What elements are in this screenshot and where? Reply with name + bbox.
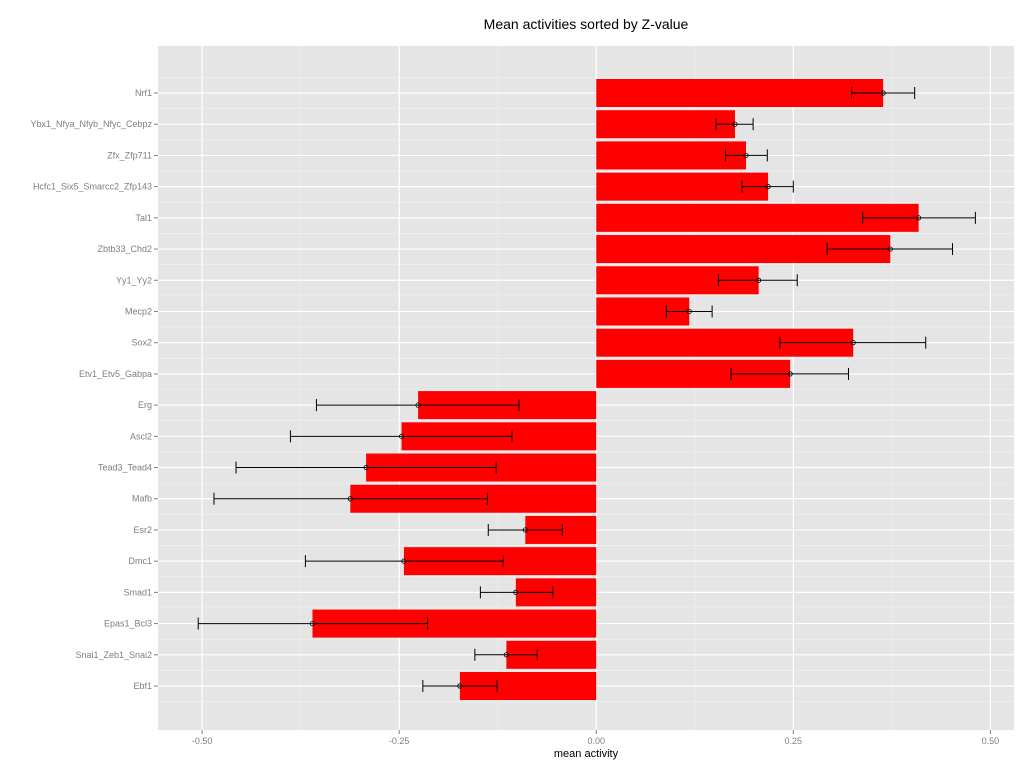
mean-point (743, 152, 749, 159)
mean-point (756, 277, 762, 283)
y-tick-label: Yy1_Yy2 (116, 275, 152, 285)
y-tick-label: Hcfc1_Six5_Smarcc2_Zfp143 (33, 182, 152, 192)
x-tick-label: -0.50 (192, 736, 213, 746)
y-tick-label: Tal1 (135, 213, 152, 223)
y-tick-label: Etv1_Etv5_Gabpa (79, 369, 152, 379)
bar (596, 141, 747, 170)
mean-point (347, 496, 353, 502)
mean-point (309, 620, 316, 627)
x-tick-label: 0.00 (587, 736, 605, 746)
y-tick-label: Zfx_Zfp711 (107, 150, 152, 160)
y-tick-label: Snai1_Zeb1_Snai2 (75, 650, 152, 660)
y-tick-label: Dmc1 (128, 556, 152, 566)
y-axis: Nrf1 Ybx1_Nfya_Nfyb_Nfyc_Cebpz Zfx_Zfp711 H… (30, 88, 158, 691)
y-tick-label: Erg (138, 400, 152, 410)
mean-point (732, 121, 738, 127)
x-axis: -0.50 -0.25 0.00 0.25 0.50 (192, 730, 999, 746)
x-tick-label: 0.25 (785, 736, 803, 746)
x-tick-label: -0.25 (389, 736, 410, 746)
y-tick-label: Ebf1 (133, 681, 152, 691)
mean-point (916, 215, 922, 221)
mean-point (887, 246, 893, 252)
y-tick-label: Ybx1_Nfya_Nfyb_Nfyc_Cebpz (30, 119, 152, 129)
x-tick-label: 0.50 (982, 736, 1000, 746)
chart-title: Mean activities sorted by Z-value (484, 16, 689, 32)
bar (596, 172, 769, 201)
mean-point (415, 402, 421, 408)
mean-point (401, 558, 407, 564)
mean-point (457, 683, 463, 689)
mean-point (787, 371, 793, 377)
y-tick-label: Nrf1 (135, 88, 152, 98)
y-tick-label: Sox2 (131, 338, 152, 348)
mean-point (686, 308, 692, 315)
mean-point (398, 433, 405, 439)
mean-point (880, 90, 886, 96)
y-tick-label: Epas1_Bcl3 (104, 619, 152, 629)
bar (596, 110, 735, 139)
x-axis-label: mean activity (554, 748, 619, 760)
mean-point (765, 184, 771, 190)
mean-point (503, 652, 509, 658)
y-tick-label: Zbtb33_Chd2 (97, 244, 152, 254)
y-tick-label: Ascl2 (130, 431, 152, 441)
error-bars (197, 87, 976, 692)
mean-point (363, 464, 369, 471)
y-tick-label: Smad1 (123, 587, 152, 597)
y-tick-label: Mafb (132, 494, 152, 504)
mean-point (513, 589, 519, 595)
bar (596, 79, 884, 107)
y-tick-label: Tead3_Tead4 (98, 463, 152, 473)
y-tick-label: Esr2 (133, 525, 152, 535)
mean-point (850, 340, 856, 346)
mean-point (522, 527, 528, 533)
y-tick-label: Mecp2 (125, 306, 152, 316)
